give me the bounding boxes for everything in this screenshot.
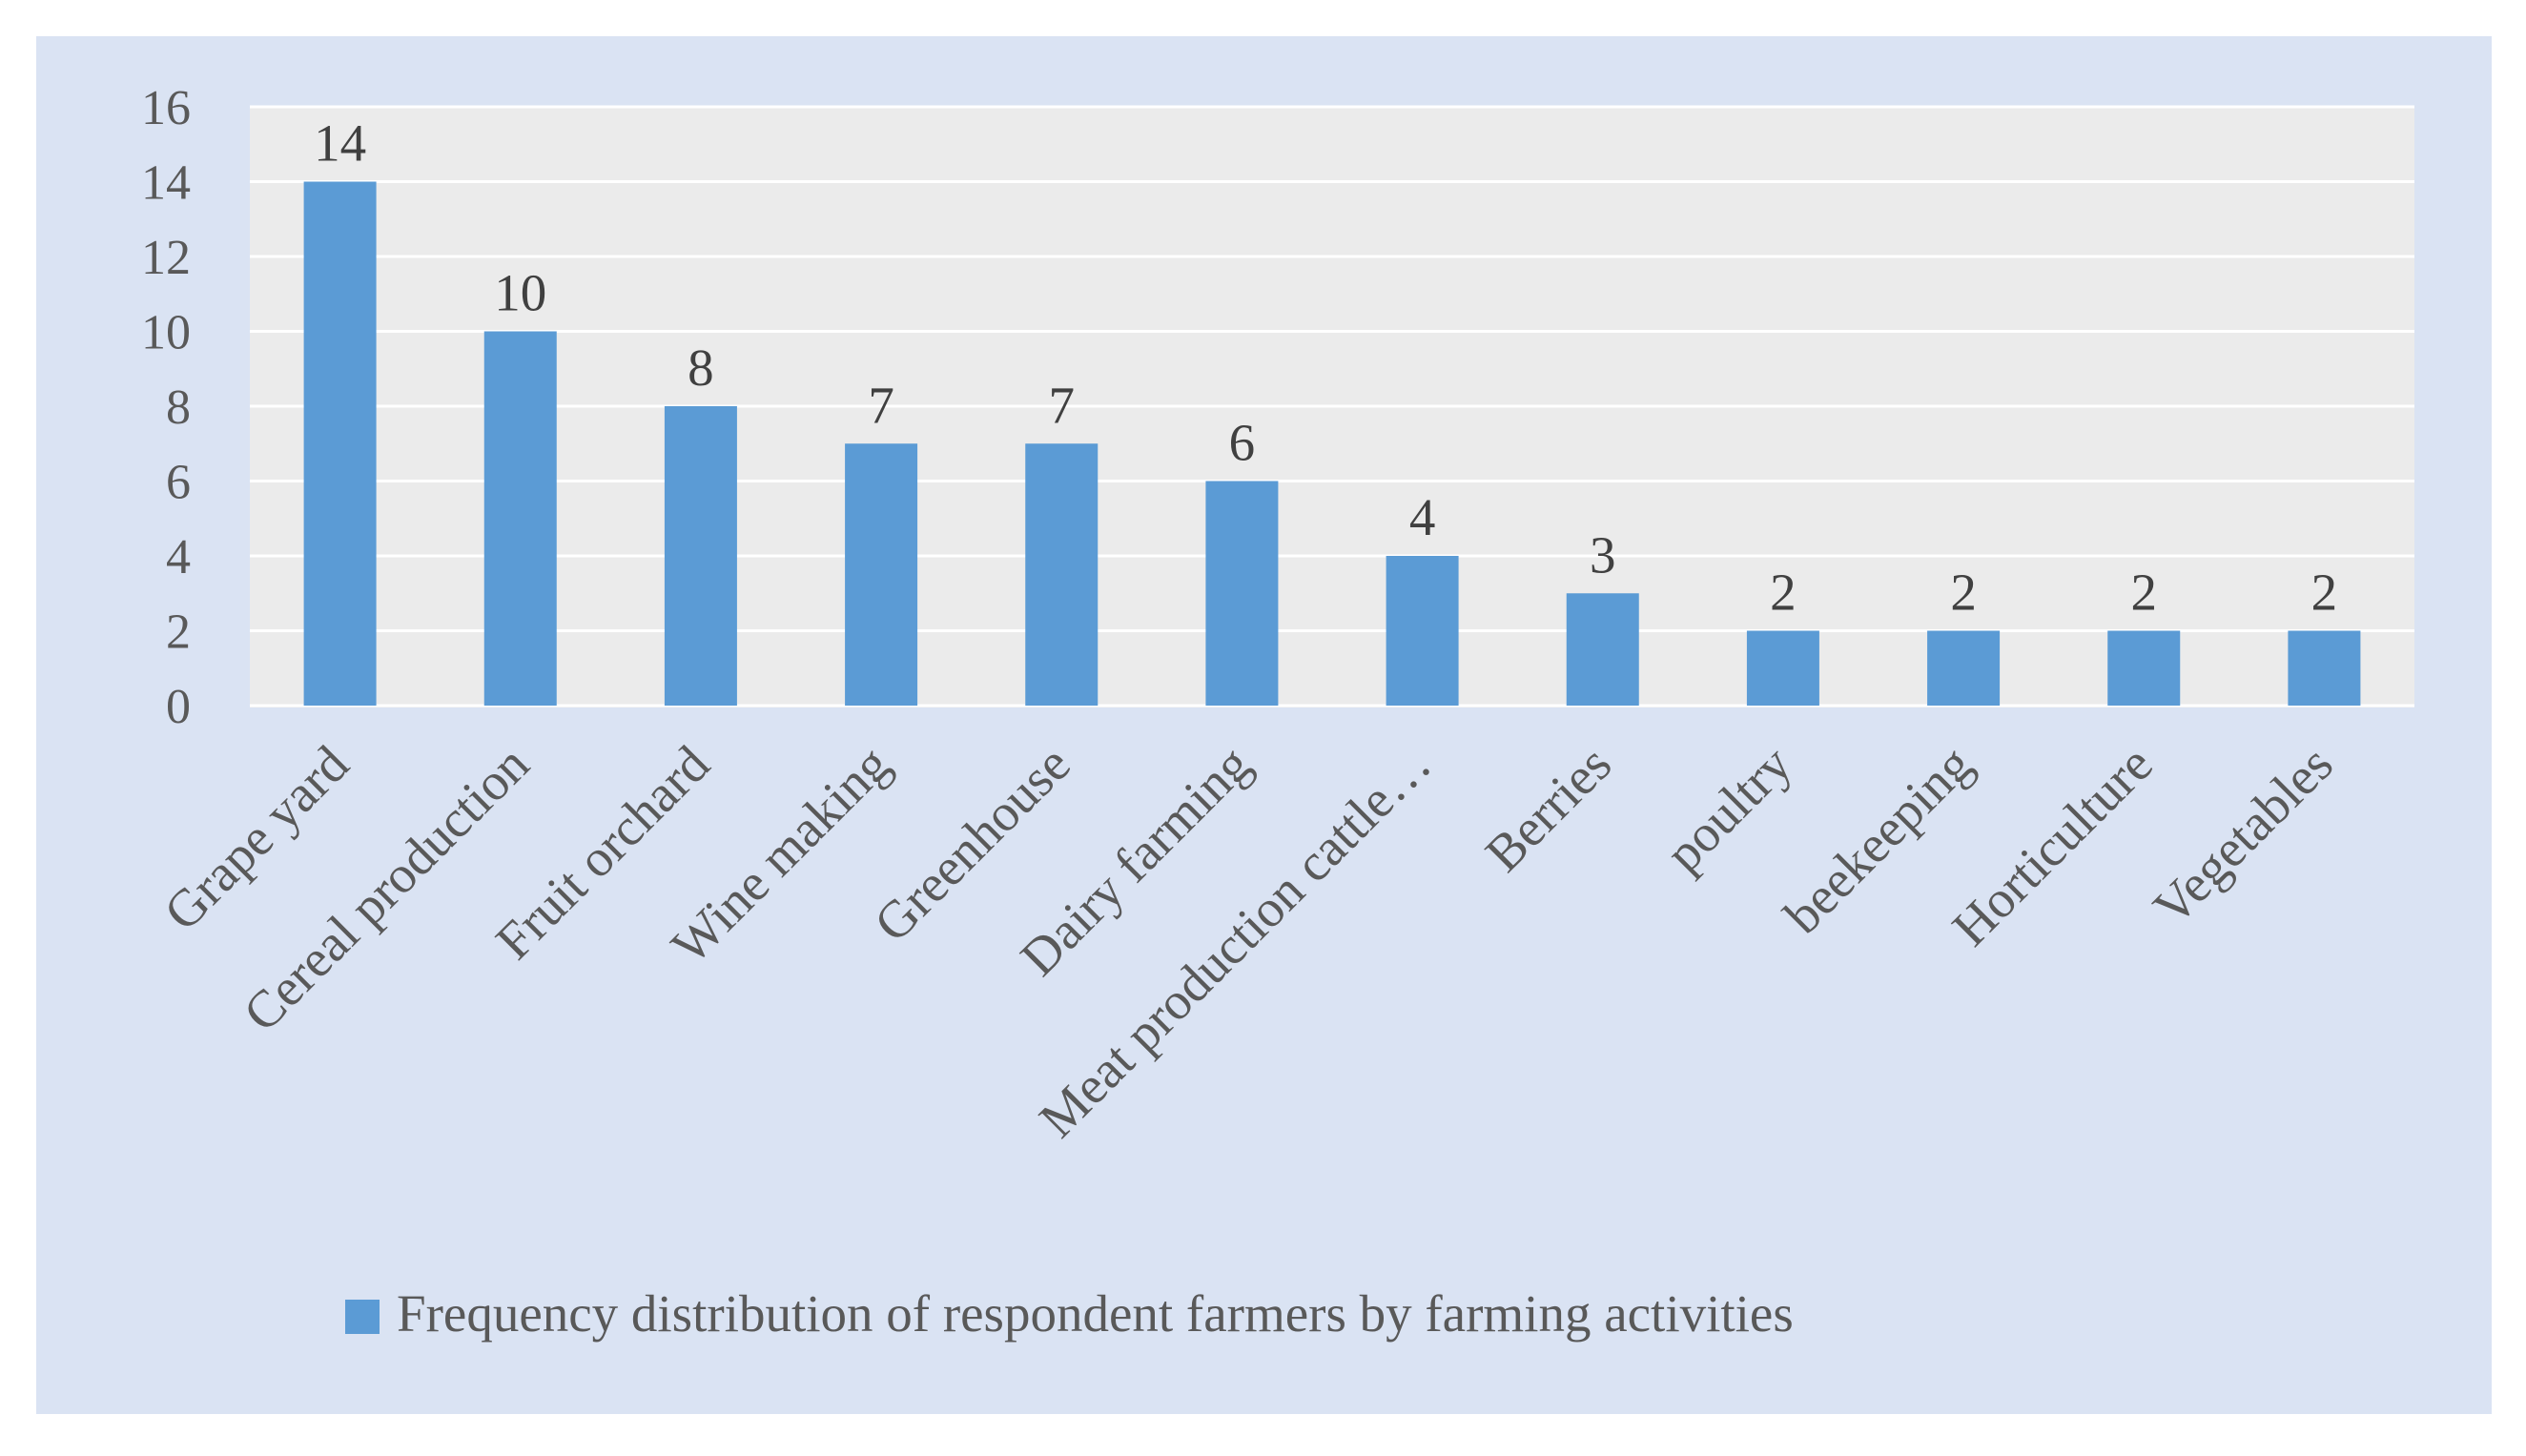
y-tick-label: 0 (166, 680, 191, 734)
legend-swatch (345, 1300, 380, 1334)
bar-poultry (1746, 630, 1819, 706)
data-label: 2 (1950, 564, 1977, 622)
data-label: 2 (1770, 564, 1797, 622)
bar-meat-production-cattle (1386, 556, 1459, 706)
data-label: 6 (1229, 414, 1256, 472)
bar-wine-making (845, 443, 918, 706)
y-tick-label: 10 (141, 306, 191, 360)
legend: Frequency distribution of respondent far… (345, 1284, 1794, 1343)
y-tick-label: 2 (166, 605, 191, 660)
y-tick-label: 8 (166, 380, 191, 435)
y-tick-label: 6 (166, 456, 191, 510)
data-label: 14 (314, 114, 366, 173)
bar-cereal-production (483, 331, 557, 706)
gridlines (250, 105, 2414, 707)
bar-horticulture (2107, 630, 2181, 706)
legend-label: Frequency distribution of respondent far… (397, 1284, 1794, 1343)
y-tick-label: 12 (141, 231, 191, 285)
bar-beekeeping (1927, 630, 2001, 706)
data-label: 10 (494, 264, 546, 322)
y-axis-tick-labels: 0 2 4 6 8 10 12 14 16 (141, 81, 191, 734)
data-label: 4 (1409, 488, 1436, 546)
bar-dairy-farming (1205, 481, 1279, 706)
data-label: 3 (1590, 525, 1616, 584)
y-tick-label: 16 (141, 81, 191, 135)
data-labels: 14 10 8 7 7 6 4 3 2 2 2 2 (314, 114, 2337, 622)
data-label: 2 (2131, 564, 2158, 622)
data-label: 7 (868, 376, 894, 434)
y-tick-label: 4 (166, 530, 191, 584)
data-label: 2 (2311, 564, 2338, 622)
bar-grape-yard (303, 181, 377, 706)
bar-fruit-orchard (664, 406, 737, 706)
bars (303, 181, 2361, 706)
bar-vegetables (2288, 630, 2361, 706)
bar-greenhouse (1025, 443, 1099, 706)
y-tick-label: 14 (141, 156, 191, 211)
data-label: 8 (688, 338, 714, 397)
bar-berries (1566, 593, 1639, 706)
data-label: 7 (1049, 376, 1076, 434)
